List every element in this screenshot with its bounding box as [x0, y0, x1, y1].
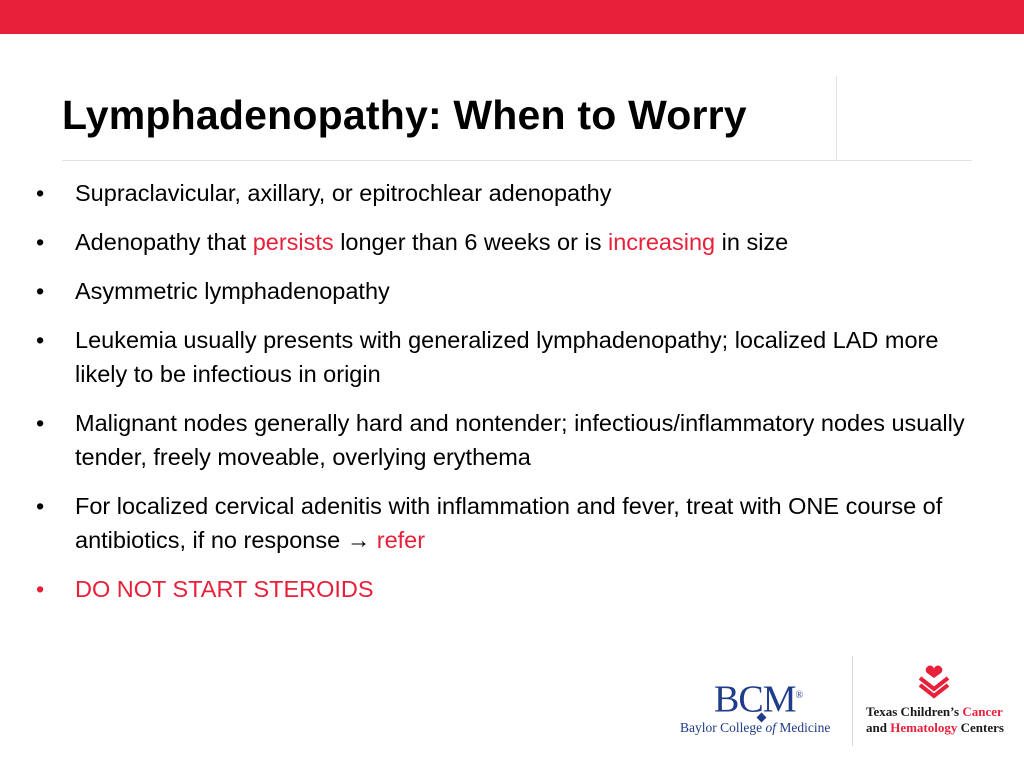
bullet-text: Leukemia usually presents with generaliz… [75, 327, 939, 387]
arrow-right-icon: → [346, 527, 371, 553]
bullet-dot: • [36, 493, 45, 519]
tch-name-line1: Texas Children’s Cancer [866, 704, 1003, 720]
bullet-item-warning: • DO NOT START STEROIDS [36, 572, 976, 606]
title-divider-horizontal [62, 160, 972, 161]
bullet-text: in size [715, 229, 789, 255]
bullet-text: For localized cervical adenitis with inf… [75, 493, 943, 553]
highlight-persists: persists [252, 229, 334, 255]
bcm-name-part: Medicine [776, 720, 831, 735]
bullet-text: Adenopathy that [75, 229, 253, 255]
bullet-text: DO NOT START STEROIDS [75, 576, 374, 602]
bullet-text: Malignant nodes generally hard and nonte… [75, 410, 965, 470]
tch-name-part: Texas Children’s [866, 704, 963, 719]
bullet-dot: • [36, 410, 45, 436]
bullet-item: • Adenopathy that persists longer than 6… [36, 225, 976, 259]
slide-title: Lymphadenopathy: When to Worry [62, 92, 747, 138]
bullet-text: Asymmetric lymphadenopathy [75, 278, 390, 304]
bcm-mark: BCM® [714, 676, 803, 721]
bullet-dot: • [36, 229, 45, 255]
bullet-dot: • [36, 576, 45, 602]
tch-name-part: and [866, 720, 891, 735]
bullet-dot: • [36, 180, 45, 206]
bullet-text: Supraclavicular, axillary, or epitrochle… [75, 180, 612, 206]
bcm-name-part: Baylor College [680, 720, 766, 735]
bcm-name: Baylor College of Medicine [680, 720, 830, 736]
tch-name-part: Cancer [962, 704, 1003, 719]
tch-name-part: Centers [957, 720, 1004, 735]
bullet-item: • For localized cervical adenitis with i… [36, 489, 976, 557]
tch-name-line2: and Hematology Centers [866, 720, 1004, 736]
logo-divider [852, 656, 853, 746]
bullet-dot: • [36, 327, 45, 353]
bullet-item: • Malignant nodes generally hard and non… [36, 406, 976, 474]
tch-heart-chevron-icon [918, 665, 950, 699]
bcm-mark-text: BCM [714, 678, 796, 721]
bullet-dot: • [36, 278, 45, 304]
bcm-name-of: of [765, 720, 776, 735]
highlight-increasing: increasing [607, 229, 716, 255]
title-divider-vertical [836, 76, 837, 160]
bullet-list: • Supraclavicular, axillary, or epitroch… [36, 176, 976, 621]
tch-name-part: Hematology [890, 720, 958, 735]
bullet-text: longer than 6 weeks or is [333, 229, 608, 255]
bcm-logo: BCM® Baylor College of Medicine [680, 676, 840, 740]
bullet-item: • Leukemia usually presents with general… [36, 323, 976, 391]
bullet-item: • Asymmetric lymphadenopathy [36, 274, 976, 308]
highlight-refer: refer [376, 527, 426, 553]
registered-mark: ® [795, 690, 803, 701]
top-accent-bar [0, 0, 1024, 34]
bullet-item: • Supraclavicular, axillary, or epitroch… [36, 176, 976, 210]
tch-logo: Texas Children’s Cancer and Hematology C… [862, 664, 1012, 744]
